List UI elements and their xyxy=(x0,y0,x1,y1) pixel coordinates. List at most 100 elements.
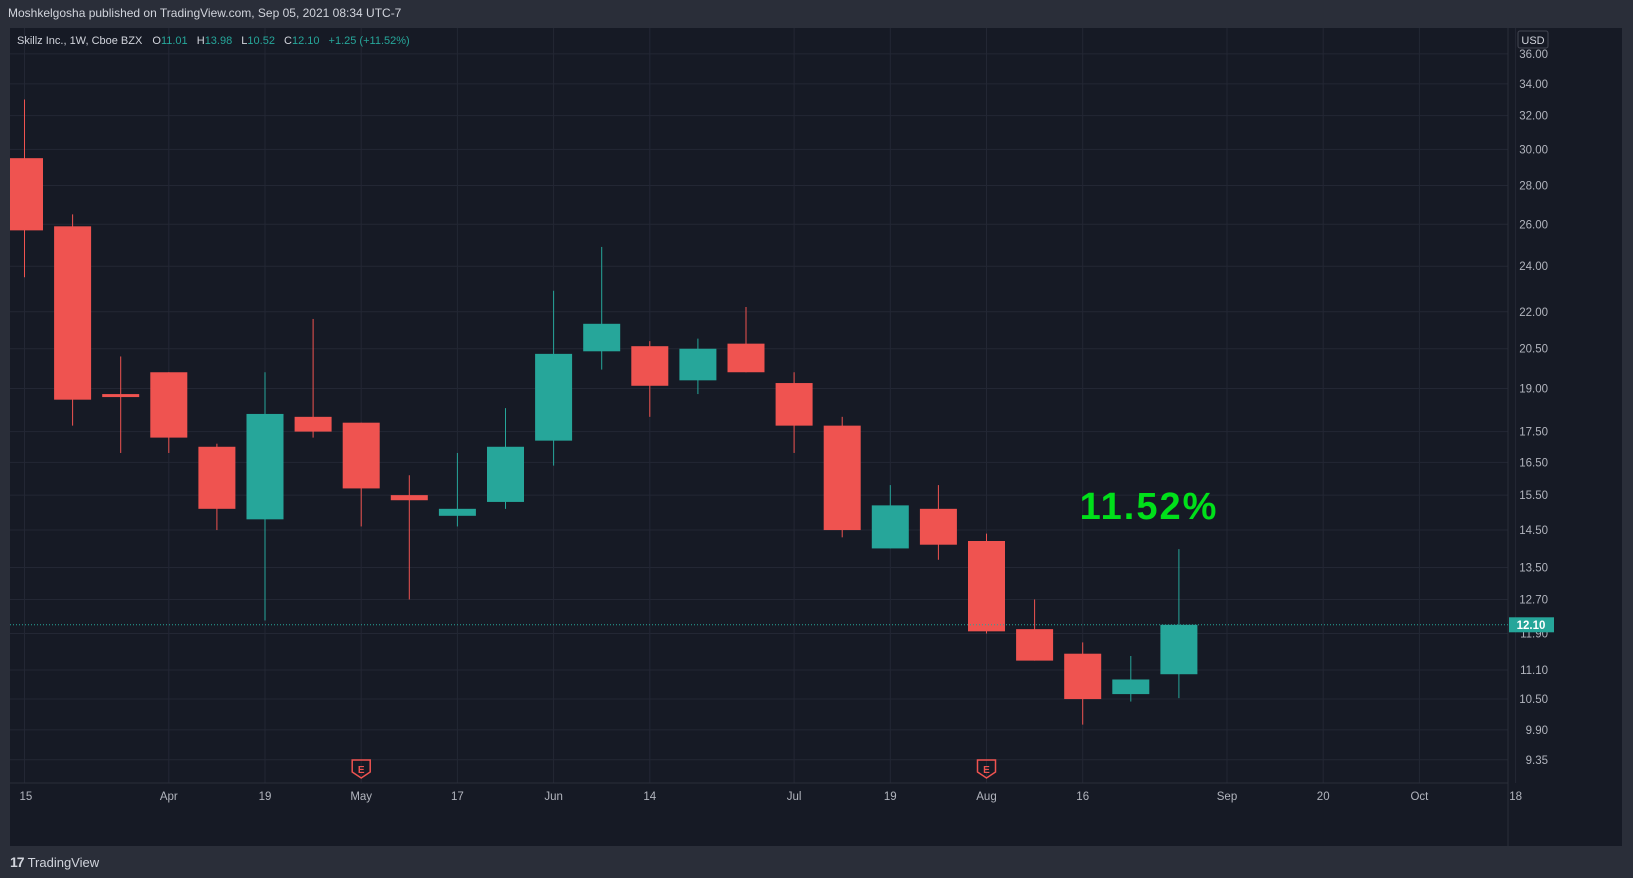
legend-change: +1.25 (+11.52%) xyxy=(329,35,410,47)
earnings-shape xyxy=(351,759,371,779)
candle xyxy=(294,318,332,438)
candle xyxy=(968,533,1005,634)
candle-body xyxy=(198,446,236,509)
time-tick-label: May xyxy=(350,791,372,803)
candle xyxy=(150,372,188,453)
candle xyxy=(823,416,861,538)
legend-high-label: H xyxy=(197,35,205,47)
time-tick-label: Sep xyxy=(1217,791,1237,803)
candle-body xyxy=(1016,629,1054,661)
price-tick-label: 34.00 xyxy=(1519,79,1548,91)
legend-symbol: Skillz Inc., 1W, Cboe BZX xyxy=(17,35,143,47)
earnings-shape xyxy=(976,759,997,779)
candle xyxy=(919,485,957,560)
price-tick-label: 12.70 xyxy=(1519,594,1548,606)
candle-body xyxy=(1064,653,1102,700)
candle xyxy=(1064,642,1102,725)
price-tick-label: 9.90 xyxy=(1526,725,1548,737)
candle xyxy=(487,408,524,509)
earnings-icon: E xyxy=(976,759,997,779)
candle-body xyxy=(54,226,92,400)
time-tick-label: 15 xyxy=(20,791,33,803)
time-tick-label: 18 xyxy=(1509,791,1522,803)
legend-open-value: 11.01 xyxy=(161,35,188,47)
legend-low-label: L xyxy=(241,35,247,47)
candle-body xyxy=(727,343,765,373)
candle-body xyxy=(150,372,188,438)
price-tick-label: 36.00 xyxy=(1519,49,1548,61)
candle xyxy=(775,372,813,453)
candle-body xyxy=(679,348,717,381)
time-tick-label: Apr xyxy=(160,791,178,803)
candles xyxy=(6,99,1198,725)
candle-body xyxy=(583,323,621,352)
tradingview-logo-icon: 17 xyxy=(10,854,25,870)
tradingview-logo[interactable]: 17 TradingView xyxy=(10,854,99,870)
time-tick-label: 19 xyxy=(259,791,272,803)
time-tick-label: 17 xyxy=(451,791,464,803)
candle-body xyxy=(823,425,861,531)
legend-close-label: C xyxy=(284,35,292,47)
time-scale[interactable]: 15 Apr 19 May 17 Jun 14 Jul 19 Aug 16 Sep 20 Oct 18 xyxy=(20,791,1522,803)
legend-open-label: O xyxy=(152,35,161,47)
earnings-icon: E xyxy=(351,759,371,779)
earnings-letter: E xyxy=(358,765,365,776)
candle-body xyxy=(1160,624,1198,675)
candle xyxy=(583,246,621,370)
time-tick-label: 20 xyxy=(1317,791,1330,803)
candlestick-chart[interactable]: 36.00 34.00 32.00 30.00 28.00 26.00 24.00 22.00… xyxy=(6,28,1622,846)
price-tick-label: 9.35 xyxy=(1526,755,1548,767)
candle xyxy=(535,290,573,466)
price-tick-label: 13.50 xyxy=(1519,562,1548,574)
price-scale[interactable]: 36.00 34.00 32.00 30.00 28.00 26.00 24.00 22.00… xyxy=(1519,49,1548,767)
chart-area[interactable]: 36.00 34.00 32.00 30.00 28.00 26.00 24.00 22.00… xyxy=(6,28,1622,846)
time-tick-label: Oct xyxy=(1410,791,1429,803)
price-tick-label: 28.00 xyxy=(1519,180,1548,192)
footer: 17 TradingView xyxy=(0,846,1633,878)
time-tick-label: Jul xyxy=(787,791,802,803)
candle-body xyxy=(294,416,332,432)
candle xyxy=(1112,656,1150,702)
candle-body xyxy=(246,413,284,520)
price-tick-label: 19.00 xyxy=(1519,384,1548,396)
candle-body xyxy=(775,383,813,426)
time-tick-label: 16 xyxy=(1076,791,1089,803)
percent-annotation[interactable]: 11.52% xyxy=(1080,486,1219,528)
candle-body xyxy=(438,508,476,516)
candle-body xyxy=(390,495,428,501)
candle xyxy=(6,99,43,278)
candle xyxy=(1016,599,1054,661)
last-price-label: 12.10 xyxy=(1517,620,1546,632)
candle-body xyxy=(102,394,140,398)
candle xyxy=(438,452,476,527)
price-tick-label: 26.00 xyxy=(1519,219,1548,231)
candle-body xyxy=(1112,679,1150,695)
price-tick-label: 24.00 xyxy=(1519,261,1548,273)
currency-label: USD xyxy=(1521,35,1544,47)
candle-body xyxy=(919,508,957,545)
candle xyxy=(102,356,140,453)
price-tick-label: 22.00 xyxy=(1519,307,1548,319)
price-tick-label: 32.00 xyxy=(1519,111,1548,123)
grid-lines xyxy=(10,28,1517,783)
price-tick-label: 16.50 xyxy=(1519,457,1548,469)
legend-close-value: 12.10 xyxy=(292,35,320,47)
candle xyxy=(1160,549,1198,699)
candle-body xyxy=(487,446,524,502)
price-tick-label: 10.50 xyxy=(1519,694,1548,706)
candle-body xyxy=(6,158,43,231)
time-tick-label: 19 xyxy=(884,791,897,803)
candle-body xyxy=(535,353,573,441)
price-tick-label: 15.50 xyxy=(1519,490,1548,502)
time-tick-label: 14 xyxy=(643,791,656,803)
time-tick-label: Aug xyxy=(976,791,996,803)
chart-legend: Skillz Inc., 1W, Cboe BZX O11.01 H13.98 … xyxy=(17,35,410,47)
legend-low-value: 10.52 xyxy=(247,35,275,47)
currency-badge[interactable] xyxy=(1517,30,1549,49)
price-tick-label: 30.00 xyxy=(1519,144,1548,156)
candle-body xyxy=(968,541,1005,632)
candle xyxy=(727,307,765,373)
price-tick-label: 11.10 xyxy=(1520,665,1548,677)
legend-high-value: 13.98 xyxy=(205,35,233,47)
